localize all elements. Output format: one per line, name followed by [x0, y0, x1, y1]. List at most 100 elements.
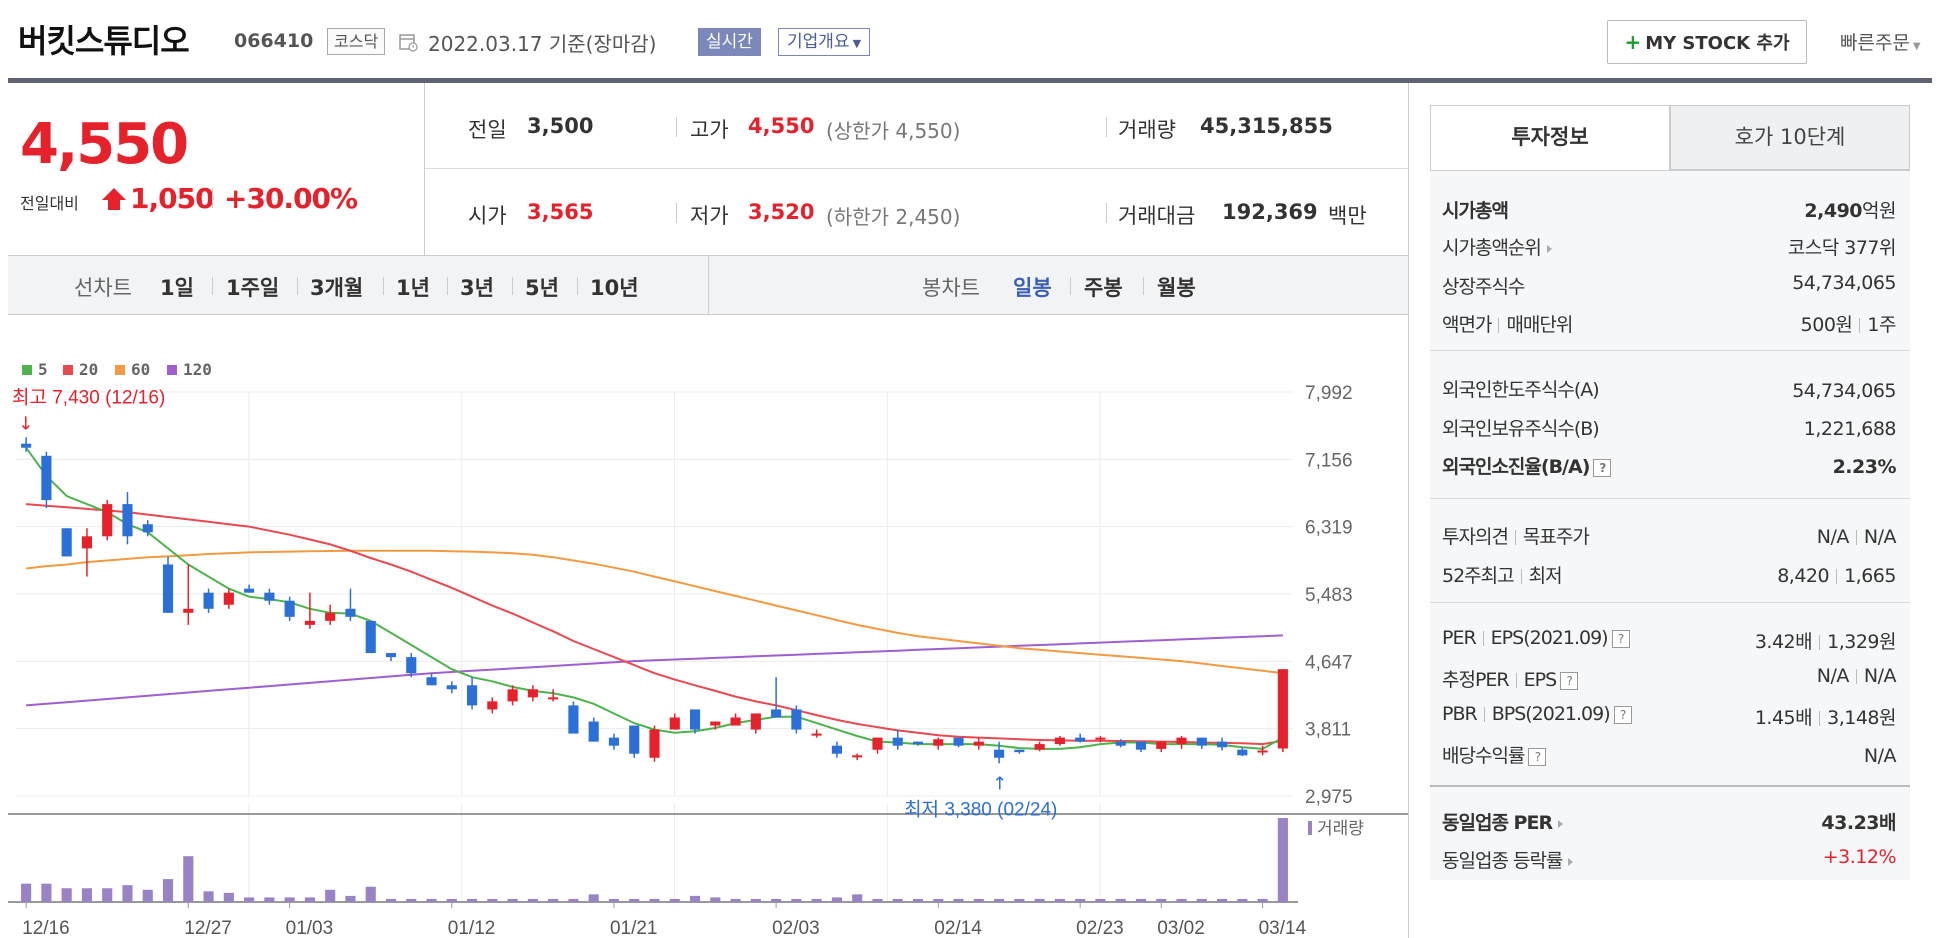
- max-price-annotation: 최고 7,430 (12/16): [12, 386, 165, 408]
- foreign-limit-value: 54,734,065: [1792, 380, 1896, 402]
- corp-info-dropdown[interactable]: 기업개요 ▼: [778, 28, 871, 56]
- candle-body: [1014, 749, 1025, 753]
- candle-body: [1237, 749, 1248, 756]
- tab-3y[interactable]: 3년: [460, 276, 494, 300]
- help-icon[interactable]: ?: [1593, 458, 1612, 477]
- volume-bar: [21, 883, 32, 902]
- tab-1w[interactable]: 1주일: [226, 276, 280, 300]
- divider: [1430, 498, 1910, 499]
- arrow-down-icon: ↓: [18, 413, 33, 434]
- volume-bar: [1176, 898, 1187, 902]
- x-tick-label: 02/03: [772, 918, 820, 938]
- candle-body: [1054, 737, 1065, 745]
- dividend-value: N/A: [1863, 745, 1897, 767]
- sector-per-link[interactable]: 동일업종 PER: [1442, 808, 1564, 835]
- help-icon[interactable]: ?: [1613, 705, 1632, 724]
- volume-bar: [1095, 898, 1106, 902]
- help-icon[interactable]: ?: [1560, 671, 1579, 690]
- candle-body: [1257, 750, 1268, 753]
- trade-value-label: 거래대금: [1118, 204, 1196, 228]
- price-chart[interactable]: 7,992 7,156 6,319 5,483 4,647 3,811 2,975 5 20 60…: [8, 330, 1408, 938]
- week52-high-value: 8,420: [1777, 565, 1830, 587]
- par-unit-value: 500원 1주: [1801, 310, 1897, 337]
- foreign-hold-value: 1,221,688: [1803, 418, 1897, 440]
- tab-5y[interactable]: 5년: [525, 276, 559, 300]
- y-tick-label: 3,811: [1305, 720, 1351, 741]
- volume-bar: [527, 898, 538, 902]
- market-cap-rank-label: 시가총액순위: [1442, 237, 1542, 259]
- low-label: 저가: [690, 204, 729, 228]
- chevron-down-icon: ▼: [1912, 41, 1921, 52]
- ma5-line: [25, 447, 1284, 750]
- x-tick-label: 12/16: [22, 918, 70, 938]
- tab-daily[interactable]: 일봉: [1013, 276, 1052, 300]
- candle-body: [730, 717, 741, 726]
- separator: [1106, 203, 1107, 223]
- candle-body: [162, 564, 174, 613]
- candle-body: [446, 685, 457, 690]
- per-label: PER: [1442, 627, 1477, 649]
- tab-order-book[interactable]: 호가 10단계: [1670, 105, 1910, 170]
- base-date: 2022.03.17 기준(장마감): [428, 32, 657, 56]
- candle-body: [527, 689, 538, 698]
- help-icon[interactable]: ?: [1611, 629, 1630, 648]
- volume-label: 거래량: [1118, 118, 1176, 142]
- volume-bar: [345, 895, 356, 902]
- y-tick-label: 5,483: [1305, 585, 1353, 606]
- market-cap-label: 시가총액: [1442, 200, 1509, 222]
- volume-bar: [223, 892, 234, 902]
- add-mystock-button[interactable]: + MY STOCK 추가: [1607, 20, 1807, 64]
- legend-label: 20: [79, 360, 98, 379]
- volume-bar: [446, 898, 457, 902]
- tab-invest-info[interactable]: 투자정보: [1430, 105, 1670, 170]
- market-cap-rank-link[interactable]: 시가총액순위: [1442, 233, 1552, 260]
- separator: [1143, 277, 1144, 295]
- tab-monthly[interactable]: 월봉: [1157, 276, 1196, 300]
- realtime-button[interactable]: 실시간: [698, 28, 761, 56]
- sector-change-link[interactable]: 동일업종 등락률: [1442, 846, 1574, 873]
- tab-3m[interactable]: 3개월: [310, 276, 364, 300]
- tab-weekly[interactable]: 주봉: [1084, 276, 1123, 300]
- low-value: 3,520: [748, 200, 815, 224]
- quick-order-dropdown[interactable]: 빠른주문 ▼: [1840, 28, 1921, 55]
- candle-body: [61, 528, 72, 557]
- candle-body: [487, 701, 498, 710]
- x-tick-label: 01/03: [286, 918, 334, 938]
- calendar-icon: [399, 34, 418, 52]
- volume-bar: [669, 898, 680, 902]
- separator: [577, 277, 578, 295]
- x-tick-label: 03/02: [1157, 918, 1205, 938]
- min-price-annotation: 최저 3,380 (02/24): [904, 798, 1057, 820]
- volume-bar: [244, 897, 255, 902]
- tab-1d[interactable]: 1일: [160, 276, 194, 300]
- volume-bar: [730, 898, 741, 902]
- volume-bar: [61, 888, 72, 902]
- tab-10y[interactable]: 10년: [590, 276, 639, 300]
- volume-bar: [1014, 898, 1025, 902]
- volume-bar: [122, 885, 133, 902]
- per-value: 3.42배: [1754, 631, 1813, 653]
- help-icon[interactable]: ?: [1528, 747, 1547, 766]
- volume-bar: [487, 898, 498, 902]
- eps-value: 1,329원: [1827, 631, 1896, 653]
- volume-bar: [426, 898, 437, 902]
- par-unit-label: 액면가 매매단위: [1442, 310, 1573, 337]
- volume-bar: [811, 898, 822, 902]
- tab-1y[interactable]: 1년: [396, 276, 430, 300]
- separator: [212, 277, 213, 295]
- candle-body: [102, 504, 113, 537]
- candle-body: [710, 721, 721, 726]
- x-tick-label: 12/27: [184, 918, 232, 938]
- volume-bar: [41, 883, 52, 902]
- candle-body: [994, 749, 1005, 758]
- line-chart-label: 선차트: [74, 276, 132, 300]
- divider: [708, 256, 709, 314]
- volume-bar: [1135, 898, 1147, 902]
- candle-body: [223, 592, 234, 605]
- volume-bar: [973, 898, 984, 902]
- candle-body: [892, 737, 903, 746]
- triangle-right-icon: [1546, 244, 1552, 253]
- candle-body: [426, 677, 437, 686]
- per-eps-value: 3.42배 1,329원: [1754, 627, 1897, 654]
- trade-unit-value: 1주: [1867, 314, 1896, 336]
